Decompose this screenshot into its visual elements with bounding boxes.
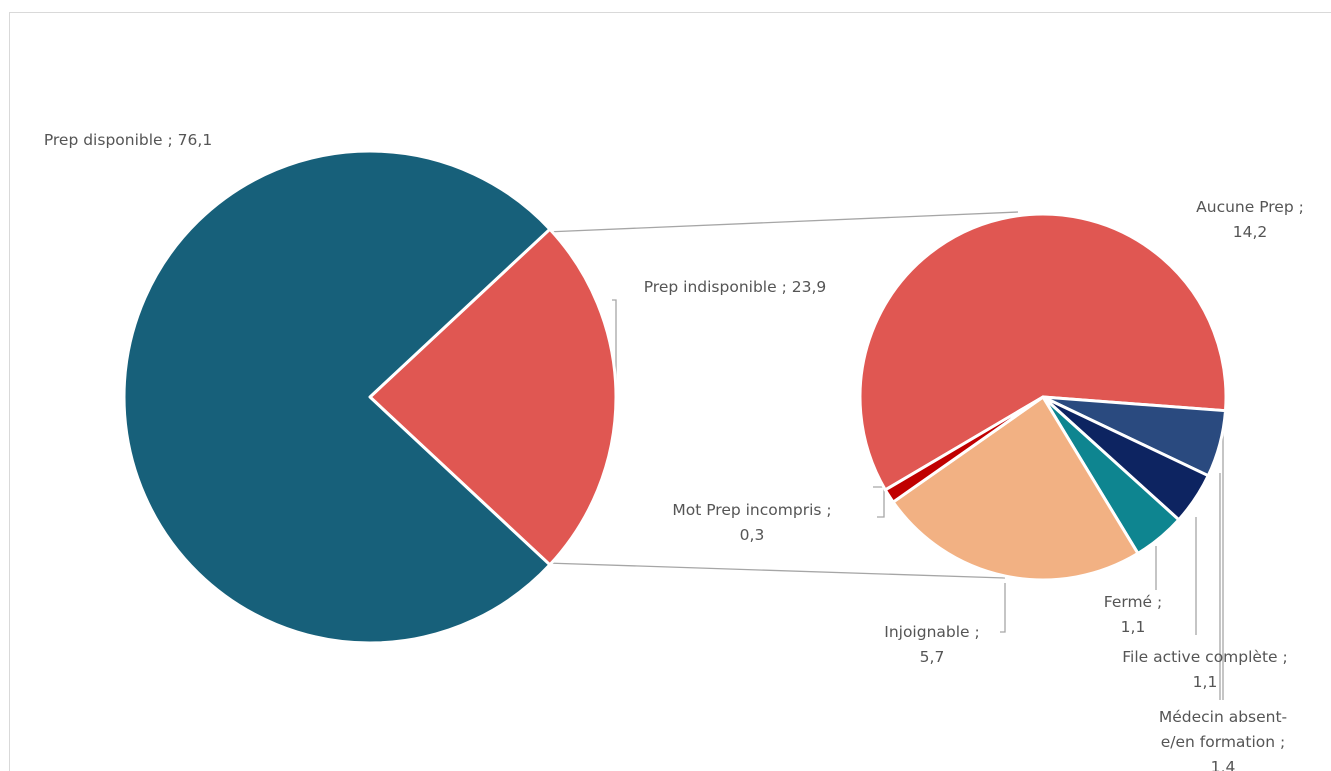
label-part: 14,2 [1232,223,1268,241]
data-label: Médecin absent-e/en formation ; 1,4 [1147,705,1299,771]
label-part: ; [1277,648,1288,666]
label-part: ; [162,131,173,149]
chart-border [9,12,1331,771]
label-part: Aucune Prep [1196,198,1294,216]
label-part: 1,1 [1192,673,1218,691]
data-label: Aucune Prep ; 14,2 [1180,195,1320,245]
label-part: Prep indisponible [643,278,777,296]
leader-lines [545,211,1224,700]
label-part: ; [776,278,787,296]
label-part: File active complète [1122,648,1278,666]
label-part: ; [969,623,980,641]
label-part: 5,7 [919,648,945,666]
data-label: Mot Prep incompris ; 0,3 [662,498,842,548]
label-part: 76,1 [177,131,213,149]
label-part: 0,3 [739,526,765,544]
leader-line [612,299,617,398]
label-part: ; [1152,593,1163,611]
label-part: 23,9 [791,278,827,296]
data-label: Prep indisponible ; 23,9 [595,275,875,300]
label-part: Prep disponible [43,131,163,149]
label-part: Mot Prep incompris [672,501,822,519]
pie-slice [883,395,1045,504]
connector-line [545,562,1006,579]
label-part: ; [821,501,832,519]
leader-line [873,486,885,518]
label-part: Fermé [1103,593,1153,611]
data-label: Fermé ; 1,1 [1103,590,1163,640]
pie-slice [858,212,1228,492]
label-part: ; [1293,198,1304,216]
leader-line [1000,583,1006,633]
connector-line [545,211,1019,233]
data-label: Prep disponible ; 76,1 [43,128,213,153]
data-label: File active complète ; 1,1 [1110,645,1300,695]
label-part: ; [1275,733,1286,751]
label-part: Injoignable [884,623,970,641]
pie-slice [891,395,1140,582]
label-part: 1,1 [1120,618,1146,636]
pie-slice [122,149,552,645]
pie-slice [368,227,618,567]
label-part: Médecin absent-e/en formation [1158,708,1288,751]
data-label: Injoignable ; 5,7 [877,620,987,670]
label-part: 1,4 [1210,758,1236,771]
